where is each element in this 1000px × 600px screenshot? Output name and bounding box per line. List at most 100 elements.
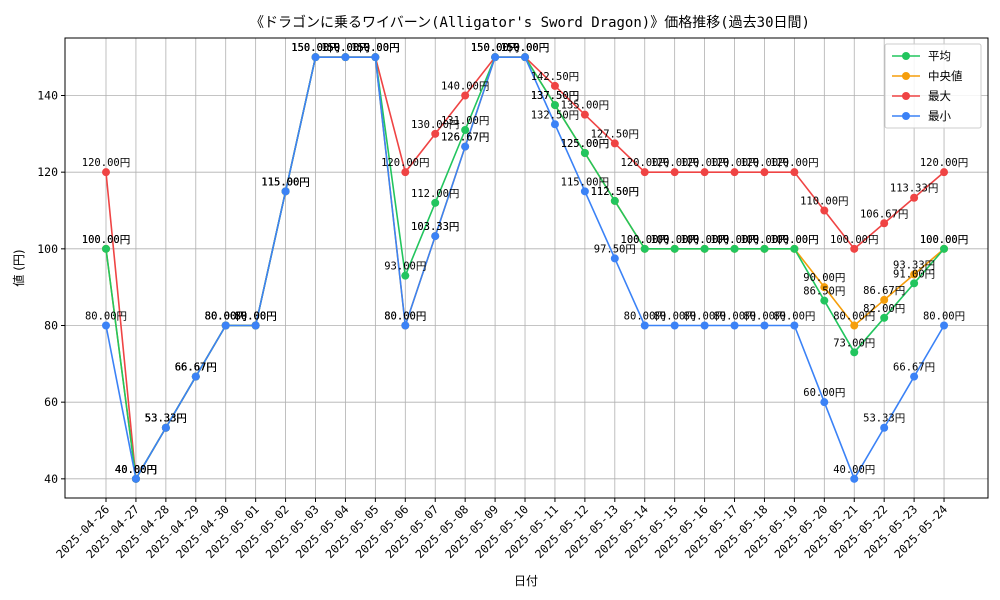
- data-label: 100.00円: [82, 234, 130, 246]
- data-point: [131, 474, 140, 483]
- data-point: [790, 244, 799, 253]
- data-label: 150.00円: [291, 42, 339, 54]
- data-label: 80.00円: [384, 311, 426, 323]
- data-label: 40.00円: [115, 464, 157, 476]
- data-label: 53.33円: [145, 413, 187, 425]
- data-label: 120.00円: [381, 157, 429, 169]
- plot-frame: [64, 37, 989, 499]
- data-point: [191, 372, 200, 381]
- series-layer: [102, 53, 949, 483]
- y-tick-label: 140: [37, 89, 58, 103]
- data-label: 66.67円: [175, 362, 217, 374]
- data-point: [880, 423, 889, 432]
- data-point: [550, 81, 559, 90]
- data-label: 86.67円: [863, 285, 905, 297]
- data-label: 120.00円: [621, 157, 669, 169]
- data-point: [281, 187, 290, 196]
- data-point: [461, 142, 470, 151]
- data-label: 100.00円: [82, 234, 130, 246]
- data-label: 126.67円: [441, 132, 489, 144]
- data-label: 80.00円: [205, 311, 247, 323]
- data-point: [401, 321, 410, 330]
- data-label: 100.00円: [740, 234, 788, 246]
- data-label: 66.67円: [175, 362, 217, 374]
- legend-swatch-marker: [902, 92, 910, 100]
- data-label: 120.00円: [650, 157, 698, 169]
- legend-label: 最小: [928, 109, 951, 123]
- legend-label: 最大: [928, 89, 951, 103]
- data-point: [461, 91, 470, 100]
- legend-box: [884, 43, 982, 129]
- data-point: [880, 295, 889, 304]
- grid: [65, 38, 988, 498]
- data-label: 40.00円: [115, 464, 157, 476]
- data-label: 80.00円: [235, 311, 277, 323]
- data-label: 150.00円: [351, 42, 399, 54]
- data-point: [760, 244, 769, 253]
- data-point: [820, 283, 829, 292]
- data-point: [910, 270, 919, 279]
- data-point: [850, 348, 859, 357]
- data-label: 53.33円: [145, 413, 187, 425]
- data-label: 66.67円: [175, 362, 217, 374]
- data-point: [491, 53, 500, 62]
- data-label: 115.00円: [561, 176, 609, 188]
- data-label: 140.00円: [441, 81, 489, 93]
- data-point: [102, 244, 110, 253]
- data-point: [940, 321, 949, 330]
- data-label: 150.00円: [501, 42, 549, 54]
- legend-swatch-marker: [902, 112, 910, 120]
- data-label: 120.00円: [680, 157, 728, 169]
- data-point: [880, 219, 889, 228]
- x-axis-label: 日付: [514, 574, 538, 588]
- data-point: [880, 313, 889, 322]
- data-label: 80.00円: [235, 311, 277, 323]
- data-label: 150.00円: [471, 42, 519, 54]
- data-label: 120.00円: [920, 157, 968, 169]
- data-point: [161, 423, 170, 432]
- data-point: [640, 321, 649, 330]
- data-label: 80.00円: [85, 311, 127, 323]
- data-point: [940, 168, 949, 177]
- data-label: 60.00円: [803, 387, 845, 399]
- data-point: [521, 53, 530, 62]
- data-point: [102, 168, 110, 177]
- data-point: [850, 321, 859, 330]
- data-label: 137.50円: [531, 90, 579, 102]
- data-label: 66.67円: [893, 362, 935, 374]
- data-label: 131.00円: [441, 115, 489, 127]
- legend-label: 中央値: [928, 69, 963, 83]
- data-point: [850, 244, 859, 253]
- data-label: 115.00円: [261, 176, 309, 188]
- data-label: 80.00円: [654, 311, 696, 323]
- legend-label: 平均: [928, 49, 951, 63]
- data-point: [910, 193, 919, 202]
- data-point: [760, 321, 769, 330]
- data-point: [371, 53, 380, 62]
- data-point: [670, 321, 679, 330]
- y-tick-label: 120: [37, 165, 58, 179]
- data-label: 100.00円: [920, 234, 968, 246]
- data-label: 100.00円: [621, 234, 669, 246]
- data-label: 120.00円: [740, 157, 788, 169]
- data-point: [640, 168, 649, 177]
- data-label: 120.00円: [770, 157, 818, 169]
- data-label: 115.00円: [261, 176, 309, 188]
- data-label: 53.33円: [145, 413, 187, 425]
- data-point: [610, 196, 619, 205]
- chart-title: 《ドラゴンに乗るワイバーン(Alligator's Sword Dragon)》…: [250, 14, 810, 31]
- data-point: [401, 271, 410, 280]
- data-label: 112.50円: [591, 186, 639, 198]
- data-label: 40.00円: [833, 464, 875, 476]
- data-label: 150.00円: [291, 42, 339, 54]
- data-label: 93.00円: [384, 261, 426, 273]
- data-point: [700, 321, 709, 330]
- data-point: [341, 53, 350, 62]
- data-label: 66.67円: [175, 362, 217, 374]
- data-point: [670, 168, 679, 177]
- data-label: 150.00円: [321, 42, 369, 54]
- y-tick-label: 60: [44, 395, 58, 409]
- data-label: 53.33円: [145, 413, 187, 425]
- data-label: 100.00円: [710, 234, 758, 246]
